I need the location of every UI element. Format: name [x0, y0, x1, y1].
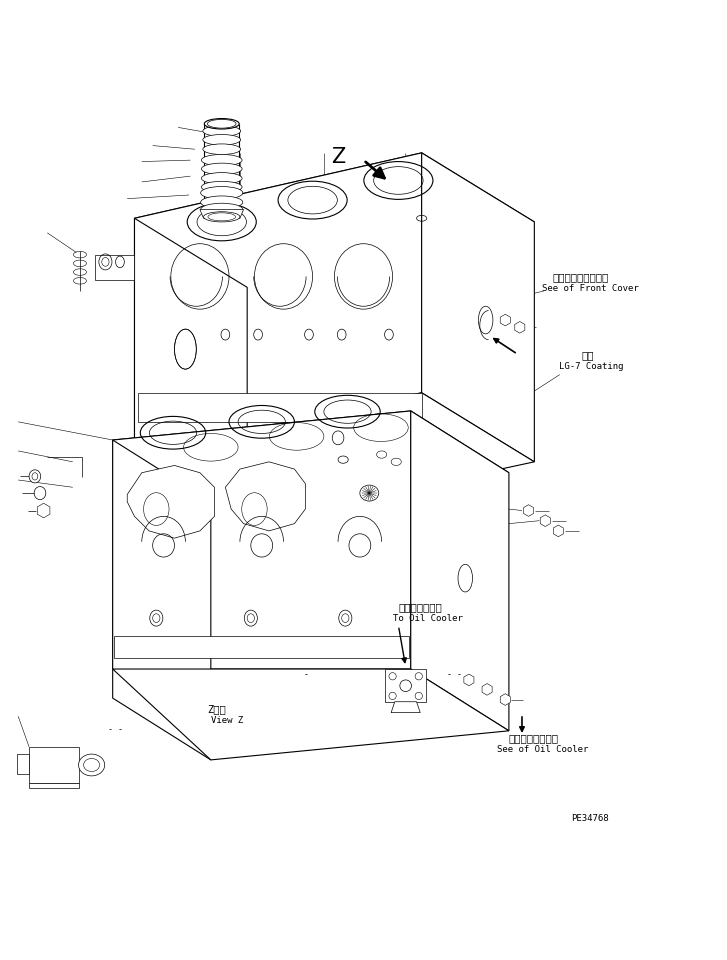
- Text: See of Oil Cooler: See of Oil Cooler: [497, 745, 588, 754]
- Polygon shape: [113, 411, 411, 669]
- Text: フロントカバー参照: フロントカバー参照: [553, 273, 608, 282]
- Polygon shape: [200, 209, 244, 218]
- Text: - -: - -: [108, 725, 123, 734]
- Polygon shape: [411, 411, 509, 731]
- Text: - -: - -: [447, 670, 462, 679]
- Polygon shape: [500, 694, 510, 706]
- Text: Z　視: Z 視: [207, 704, 226, 714]
- Ellipse shape: [204, 212, 240, 222]
- Ellipse shape: [201, 204, 243, 216]
- Ellipse shape: [360, 485, 379, 501]
- Polygon shape: [553, 525, 563, 537]
- Polygon shape: [385, 669, 426, 702]
- Polygon shape: [134, 218, 247, 523]
- Polygon shape: [138, 393, 422, 421]
- Text: PE34768: PE34768: [571, 814, 608, 823]
- Polygon shape: [95, 254, 134, 280]
- Polygon shape: [523, 505, 534, 516]
- Polygon shape: [134, 393, 534, 523]
- Ellipse shape: [29, 469, 41, 483]
- Circle shape: [415, 673, 422, 680]
- Text: -: -: [304, 670, 309, 679]
- Polygon shape: [127, 466, 214, 539]
- Polygon shape: [464, 674, 474, 685]
- Text: View Z: View Z: [211, 716, 243, 725]
- Ellipse shape: [79, 754, 105, 776]
- Circle shape: [389, 692, 396, 700]
- Ellipse shape: [203, 144, 241, 155]
- Polygon shape: [114, 636, 409, 659]
- Ellipse shape: [203, 126, 241, 136]
- Polygon shape: [422, 153, 534, 462]
- Text: オイルクーラ参照: オイルクーラ参照: [509, 733, 559, 743]
- Polygon shape: [37, 503, 50, 517]
- Polygon shape: [29, 747, 79, 783]
- Polygon shape: [391, 702, 420, 712]
- Ellipse shape: [332, 431, 344, 444]
- Ellipse shape: [203, 134, 241, 145]
- Ellipse shape: [201, 173, 242, 184]
- Polygon shape: [515, 322, 525, 333]
- Text: Z: Z: [331, 148, 345, 167]
- Text: LG-7 Coating: LG-7 Coating: [559, 362, 624, 371]
- Text: See of Front Cover: See of Front Cover: [542, 284, 638, 293]
- Polygon shape: [134, 153, 534, 287]
- Text: To Oil Cooler: To Oil Cooler: [393, 614, 462, 623]
- Polygon shape: [540, 515, 550, 526]
- Ellipse shape: [201, 163, 242, 175]
- Ellipse shape: [201, 181, 242, 193]
- Ellipse shape: [204, 118, 239, 129]
- Text: オイルクーラヘ: オイルクーラヘ: [398, 602, 442, 612]
- Polygon shape: [500, 314, 510, 325]
- Text: 塗布: 塗布: [582, 350, 594, 360]
- Polygon shape: [113, 411, 509, 502]
- Ellipse shape: [201, 186, 243, 199]
- Polygon shape: [17, 754, 29, 775]
- Polygon shape: [113, 440, 211, 760]
- Polygon shape: [225, 462, 305, 531]
- Polygon shape: [482, 684, 492, 695]
- Polygon shape: [113, 669, 509, 760]
- Ellipse shape: [201, 196, 243, 208]
- Polygon shape: [29, 783, 79, 787]
- Circle shape: [415, 692, 422, 700]
- Polygon shape: [134, 153, 422, 458]
- Circle shape: [389, 673, 396, 680]
- Ellipse shape: [201, 155, 242, 166]
